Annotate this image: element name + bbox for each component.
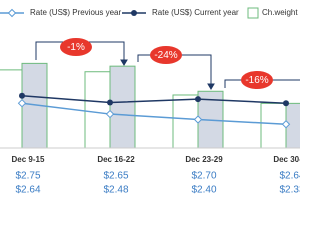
value-label: $2.75 [15, 171, 40, 182]
annotation: -1% [67, 42, 85, 53]
bar [0, 69, 23, 149]
annotation-badge [241, 71, 273, 89]
annotation-badge [150, 46, 182, 64]
chart: Dec 9-15 Dec 16-22 Dec 23-29 Dec 30-Ja $2.75… [0, 7, 300, 196]
point [17, 98, 27, 108]
bar [172, 94, 199, 149]
legend-marker [7, 8, 17, 18]
bar [260, 102, 287, 149]
value-label: $2.48 [103, 185, 128, 196]
legend-marker [131, 10, 137, 16]
value-label: $2.40 [191, 185, 216, 196]
annotation: -24% [154, 50, 177, 61]
annotation: -16% [245, 75, 268, 86]
arrow [224, 79, 300, 88]
x-tick-label: Dec 9-15 [12, 155, 45, 164]
value-label: $2.64 [279, 171, 300, 182]
value-label: $2.33 [279, 185, 300, 196]
x-tick-label: Dec 30-Ja [273, 155, 300, 164]
legend-swatch [247, 7, 259, 19]
legend-label: Rate (US$) Current year [152, 8, 239, 17]
point [19, 92, 25, 99]
arrowhead [120, 59, 128, 66]
annotation-badge [60, 38, 92, 56]
value-label: $2.70 [191, 171, 216, 182]
point [105, 109, 115, 119]
point [283, 100, 289, 107]
point [281, 120, 291, 129]
value-label: $2.64 [15, 185, 40, 196]
bar [84, 71, 111, 149]
line [21, 102, 287, 125]
arrowhead [207, 83, 215, 90]
value-label: $2.65 [103, 171, 128, 182]
point [193, 115, 203, 124]
x-tick-label: Dec 23-29 [185, 155, 223, 164]
legend-label: Ch.weight L [262, 8, 300, 17]
legend-label: Rate (US$) Previous year [30, 8, 121, 17]
bar [109, 65, 136, 149]
x-tick-label: Dec 16-22 [97, 155, 135, 164]
point [107, 99, 113, 106]
line [21, 94, 287, 104]
point [195, 96, 201, 103]
